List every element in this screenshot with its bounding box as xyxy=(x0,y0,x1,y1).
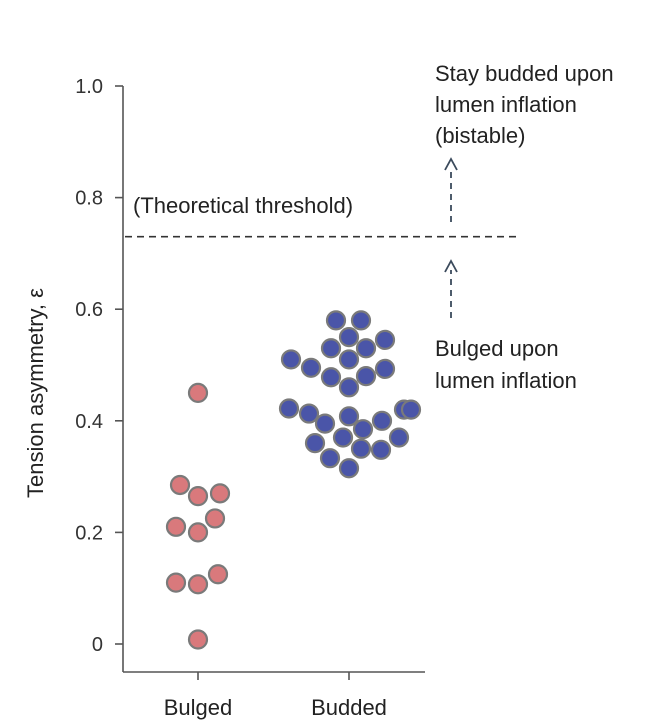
budded-point-21 xyxy=(400,399,422,420)
bulged-point-10 xyxy=(207,564,229,585)
threshold-label: (Theoretical threshold) xyxy=(133,193,353,218)
budded-point-12 xyxy=(355,366,377,387)
annotation-above-line-2: lumen inflation xyxy=(435,92,577,117)
budded-point-26 xyxy=(370,439,392,460)
budded-point-16 xyxy=(338,406,360,427)
y-tick-label: 1.0 xyxy=(75,76,103,98)
budded-point-15 xyxy=(298,403,320,424)
budded-point-10 xyxy=(374,358,396,380)
annotation-above-line-1: Stay budded upon xyxy=(435,61,614,86)
budded-point-27 xyxy=(319,448,341,469)
bulged-point-8 xyxy=(165,572,187,593)
y-ticks: 0 0.2 0.4 0.6 0.8 1.0 xyxy=(75,76,123,656)
annotation-below-line-2: lumen inflation xyxy=(435,368,577,393)
bulged-point-5 xyxy=(165,516,187,537)
x-ticks: Bulged Budded xyxy=(164,672,387,720)
bulged-point-3 xyxy=(187,486,209,507)
arrow-from-below-icon xyxy=(444,259,458,318)
budded-point-13 xyxy=(338,377,360,398)
bulged-point-6 xyxy=(187,522,209,543)
annotation-above-line-3: (bistable) xyxy=(435,123,525,148)
arrow-up-icon xyxy=(444,157,458,222)
budded-point-9 xyxy=(300,357,322,378)
y-tick-label: 0.4 xyxy=(75,411,103,433)
budded-point-11 xyxy=(320,367,342,388)
budded-point-4 xyxy=(374,329,396,350)
y-tick-label: 0.6 xyxy=(75,299,103,321)
budded-point-5 xyxy=(320,338,342,359)
bulged-point-4 xyxy=(209,483,231,504)
bulged-point-7 xyxy=(204,508,226,529)
y-tick-label: 0 xyxy=(92,634,103,656)
budded-point-19 xyxy=(352,419,374,440)
annotation-below-line-1: Bulged upon xyxy=(435,336,559,361)
budded-point-8 xyxy=(280,349,302,370)
budded-point-25 xyxy=(350,438,372,459)
budded-point-17 xyxy=(314,413,336,434)
budded-point-1 xyxy=(325,310,347,331)
y-tick-label: 0.2 xyxy=(75,522,103,544)
budded-point-28 xyxy=(338,458,360,479)
budded-point-18 xyxy=(371,410,393,431)
budded-point-14 xyxy=(278,398,300,419)
budded-point-6 xyxy=(355,338,377,359)
budded-point-23 xyxy=(332,427,354,448)
budded-point-22 xyxy=(304,433,326,454)
x-category-label-budded: Budded xyxy=(311,695,387,720)
annotation-below: Bulged upon lumen inflation xyxy=(435,336,577,393)
budded-point-24 xyxy=(388,427,410,448)
budded-point-7 xyxy=(338,349,360,370)
data-points xyxy=(165,310,422,650)
y-tick-label: 0.8 xyxy=(75,188,103,210)
bulged-point-11 xyxy=(187,629,209,650)
axes xyxy=(122,86,425,673)
bulged-point-9 xyxy=(187,574,209,595)
budded-point-3 xyxy=(338,327,360,348)
x-category-label-bulged: Bulged xyxy=(164,695,233,720)
budded-point-2 xyxy=(350,310,372,331)
annotation-above: Stay budded upon lumen inflation (bistab… xyxy=(435,61,614,148)
y-axis-title: Tension asymmetry, ε xyxy=(23,288,48,498)
bulged-point-1 xyxy=(187,382,209,403)
bulged-point-2 xyxy=(169,474,191,496)
